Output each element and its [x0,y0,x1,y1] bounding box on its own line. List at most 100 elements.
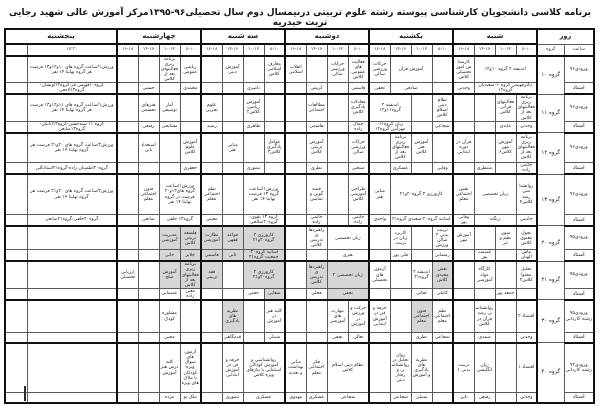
schedule-cell: حاتمی زاده [515,162,538,176]
schedule-cell: ورزش۲/ساعت گروه های ۲۰و۲۱ فرصت هر گروه ن… [26,173,118,215]
entry-label: ورودی۹۶ [563,173,595,215]
schedule-cell: آموزش دینی [221,55,244,84]
empty-cell [137,249,160,263]
empty-cell [200,55,223,84]
schedule-cell: نظریه های یادگیری و آموزش [410,342,433,394]
empty-cell [473,287,496,301]
schedule-cell: رشید [200,120,223,134]
schedule-cell: آموزش مهر [452,225,475,251]
schedule-cell: زبان تخصصی [326,225,370,251]
schedule-cell: ماش الهیان [515,249,538,263]
time-slot-header: ۱۶-۱۸ [116,43,139,57]
empty-cell [179,299,202,334]
schedule-cell: جلایر [179,249,202,263]
empty-cell [221,173,244,215]
time-column-header: ساعت [563,43,595,57]
schedule-cell: عسکری [389,162,412,176]
schedule-cell: وفایی پور [452,213,475,227]
empty-cell [4,332,28,344]
empty-cell [200,132,223,164]
empty-cell [242,132,265,164]
empty-cell [4,213,28,227]
empty-cell [221,82,244,96]
empty-cell [284,120,307,134]
empty-cell [4,392,28,404]
schedule-cell: خادمی [515,213,538,227]
teacher-row-label: استاد [563,162,595,176]
schedule-cell: شجاعی [431,120,454,134]
empty-cell [200,162,223,176]
schedule-cell: زبان تخصصی ۲ [326,260,370,289]
schedule-cell: برنامه ریزی فعالیتهای بعد از کلاس [158,55,181,84]
time-slot-header: ۱۶-۱۸ [452,43,475,57]
day-column-header: روز [536,28,595,45]
schedule-cell: کارگاه مواد آموزشی [473,260,496,289]
schedule-cell: زبان تخصصی [473,173,517,215]
empty-cell [515,287,538,301]
schedule-cell: برنامه ریزی فعالیتهای بعد از کلاس [515,93,538,122]
time-slot-header: ۱۴-۱۶ [137,43,160,57]
schedule-cell: عابدی [494,120,517,134]
schedule-cell: قدمگاهی [221,332,244,344]
schedule-cell: رفیعی [137,120,160,134]
schedule-cell: نظم اجتماعی معلم [431,299,454,334]
empty-cell [116,162,139,176]
schedule-cell: کلید هنر در آموزش [263,299,286,334]
group-label: گروه ۱۳ [536,173,565,227]
group-label: گروه ۲۱ [536,260,565,301]
class-schedule-table: روز شنبه یکشنبه دوشنبه سه شنبه چهارشنبه پنجشنب… [4,28,595,404]
teacher-row-label: استاد [563,332,595,344]
empty-cell [116,213,139,227]
empty-cell [326,213,349,227]
empty-cell [263,93,286,122]
day-header: چهارشنبه [116,28,202,45]
schedule-cell: نظری [305,162,328,176]
schedule-cell: فعالیت های عمومی کلاس [347,55,370,84]
schedule-cell: صفایی [263,287,286,301]
schedule-cell: صانعی [137,213,160,227]
empty-cell [26,225,118,251]
schedule-cell: آموزش مهر کلاس۶ [494,132,517,164]
time-slot-header: ۱۴-۱۶ [389,43,412,57]
schedule-cell: معینی [200,213,223,227]
empty-cell [137,299,160,334]
empty-cell [137,342,160,394]
empty-cell [452,260,475,289]
empty-cell [4,82,28,96]
time-slot-header: ۸-۱۰ [179,43,202,57]
empty-cell [410,249,433,263]
schedule-cell: نظام دینی اسلام کلاس [326,342,370,394]
empty-cell [368,392,391,404]
time-slot-header: ۱۶-۱۸ [284,43,307,57]
teacher-row-label: استاد [563,392,595,404]
schedule-cell: قلی پور [389,249,412,263]
schedule-cell: مهارت های آموزشی [326,299,349,334]
schedule-cell: آموزش علوم کلاس [179,132,202,164]
empty-cell [368,249,391,263]
schedule-cell: ناصری [242,82,265,96]
time-slot-header: ۱۶-۱۸ [200,43,223,57]
empty-cell [4,287,28,301]
schedule-cell: راهبردهای تدریس کلاس [305,225,328,251]
scan-artifact-mark [24,386,26,401]
schedule-cell: طراحی آموزشی کلاس [347,173,370,215]
schedule-cell: هاشمی [305,120,328,134]
schedule-cell: وحدتی [452,82,475,96]
group-label: گروه ۱۰ [536,55,565,95]
schedule-cell: واحدی [368,213,391,227]
empty-cell [473,132,496,164]
empty-cell [200,392,223,404]
schedule-cell: فعالیتهای قرآنی کلاس [494,93,517,122]
schedule-cell: تیموری [242,162,265,176]
schedule-cell: جعفری [179,162,202,176]
empty-cell [431,132,454,164]
schedule-cell: محمدی [179,82,202,96]
empty-cell [26,287,118,301]
schedule-cell: برنامه ریزی فعالیتهای بعد از کلاس [179,260,202,289]
empty-cell [410,120,433,134]
empty-cell [494,260,517,289]
empty-cell [26,392,118,404]
empty-cell [221,93,244,122]
empty-cell [284,162,307,176]
schedule-cell: عسکری [242,392,286,404]
